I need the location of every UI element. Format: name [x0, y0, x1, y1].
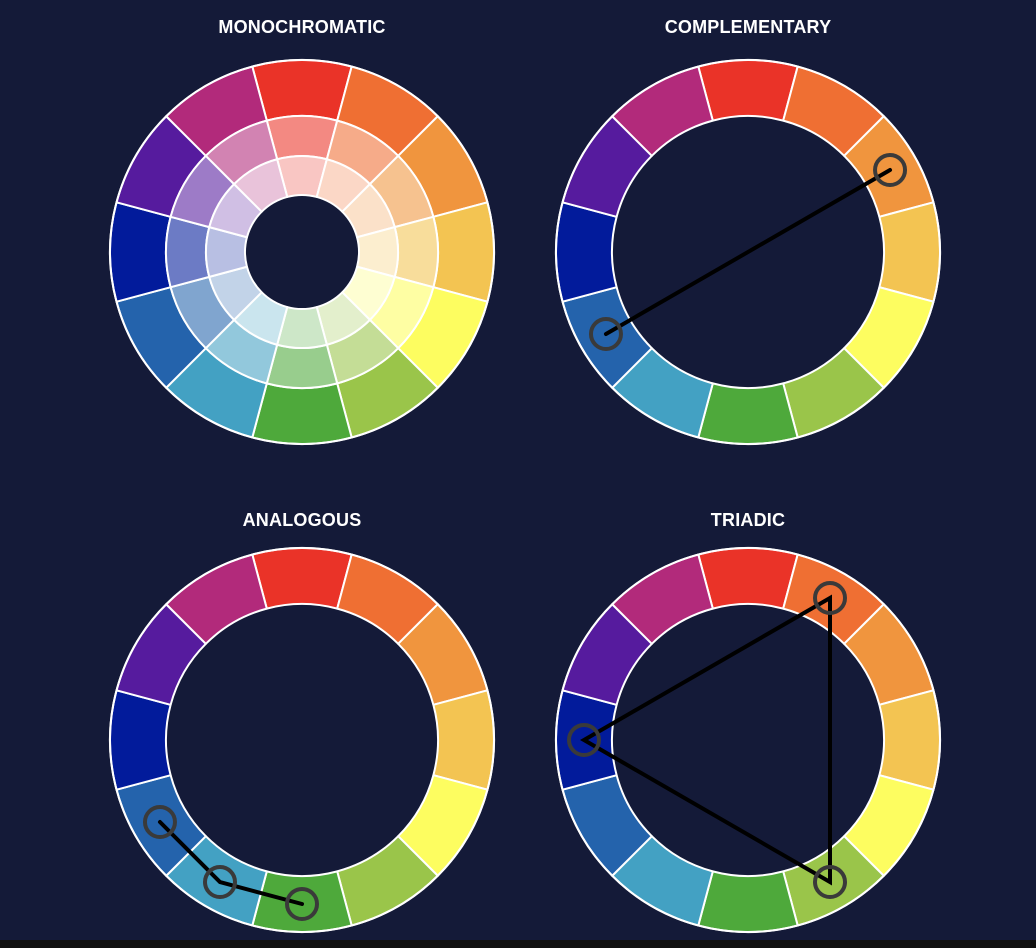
wheel-segment-9 — [555, 201, 618, 303]
wheel-segment-ring0-3 — [432, 201, 495, 303]
selection-marker-ring — [285, 887, 319, 921]
wheel-segment-ring2-11 — [233, 158, 289, 213]
wheel-outline — [109, 59, 495, 445]
selection-marker-ring — [813, 865, 847, 900]
wheel-segment-9 — [109, 689, 172, 791]
wheel-segment-ring1-3 — [393, 215, 439, 289]
panel-title: TRIADIC — [710, 510, 786, 530]
wheel-segment-6 — [697, 870, 799, 933]
color-wheel-monochromatic — [109, 59, 495, 445]
selection-marker-ring — [813, 580, 847, 615]
wheel-segment-ring0-0 — [251, 59, 353, 122]
wheel-segment-6 — [697, 382, 799, 445]
wheel-segment-ring0-6 — [251, 382, 353, 445]
selection-marker-ring — [873, 153, 908, 187]
wheel-outline — [555, 547, 941, 933]
scheme-connector-line — [157, 820, 304, 906]
wheel-segment-ring1-9 — [165, 215, 211, 289]
wheel-outline — [109, 547, 495, 933]
color-wheel-complementary — [555, 59, 941, 445]
color-wheel-analogous — [109, 547, 495, 933]
selection-marker-ring — [142, 805, 177, 839]
wheel-segment-ring0-9 — [109, 201, 172, 303]
bottom-edge-bar — [0, 940, 1036, 948]
wheel-segment-3 — [432, 689, 495, 791]
panel-title: COMPLEMENTARY — [664, 17, 832, 37]
wheel-segment-3 — [878, 689, 941, 791]
wheel-segment-3 — [878, 201, 941, 303]
selection-marker-ring — [588, 317, 623, 351]
wheel-segment-0 — [697, 547, 799, 610]
wheel-outline — [555, 59, 941, 445]
scheme-connector-line — [580, 594, 832, 886]
scheme-connector-line — [603, 168, 893, 336]
selection-marker-ring — [203, 865, 237, 900]
wheel-segment-0 — [697, 59, 799, 122]
panel-title: MONOCHROMATIC — [218, 17, 386, 37]
wheel-segment-0 — [251, 547, 353, 610]
wheel-segment-6 — [251, 870, 353, 933]
wheel-segment-ring1-6 — [265, 343, 339, 389]
selection-marker-ring — [567, 723, 601, 757]
wheel-segment-ring1-0 — [265, 115, 339, 161]
color-wheel-triadic — [555, 547, 941, 933]
panel-title: ANALOGOUS — [242, 510, 362, 530]
